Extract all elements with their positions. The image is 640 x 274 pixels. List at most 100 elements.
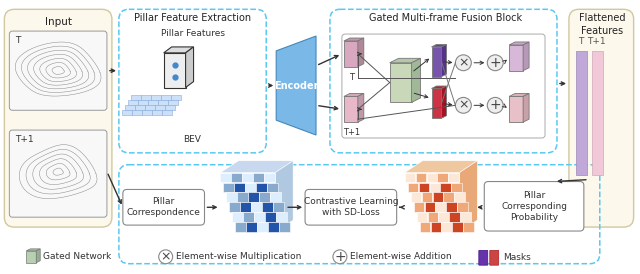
- Polygon shape: [431, 86, 447, 89]
- Circle shape: [456, 97, 471, 113]
- Polygon shape: [256, 182, 267, 192]
- Text: Pillar
Corresponding
Probability: Pillar Corresponding Probability: [501, 191, 567, 222]
- Polygon shape: [449, 173, 459, 182]
- Polygon shape: [442, 86, 447, 118]
- Text: +: +: [490, 56, 501, 70]
- FancyBboxPatch shape: [123, 189, 205, 225]
- Polygon shape: [161, 95, 171, 100]
- Polygon shape: [151, 95, 161, 100]
- Polygon shape: [523, 93, 529, 122]
- Polygon shape: [131, 95, 141, 100]
- Polygon shape: [268, 222, 278, 232]
- Text: ×: ×: [161, 250, 171, 263]
- Polygon shape: [142, 110, 152, 115]
- Polygon shape: [241, 202, 251, 212]
- Polygon shape: [442, 222, 452, 232]
- Polygon shape: [270, 192, 281, 202]
- Polygon shape: [276, 36, 316, 135]
- Polygon shape: [36, 249, 40, 263]
- Text: Pillar
Correspondence: Pillar Correspondence: [127, 197, 200, 217]
- Polygon shape: [229, 202, 240, 212]
- Polygon shape: [415, 173, 426, 182]
- Polygon shape: [248, 192, 259, 202]
- Polygon shape: [141, 95, 151, 100]
- Text: Element-wise Addition: Element-wise Addition: [350, 252, 451, 261]
- Polygon shape: [420, 222, 430, 232]
- Polygon shape: [509, 96, 523, 122]
- FancyBboxPatch shape: [484, 182, 584, 231]
- Polygon shape: [264, 173, 275, 182]
- Polygon shape: [358, 38, 364, 67]
- Polygon shape: [412, 58, 420, 102]
- Text: T: T: [578, 37, 584, 46]
- Polygon shape: [254, 212, 265, 222]
- Polygon shape: [223, 182, 234, 192]
- Polygon shape: [220, 161, 293, 173]
- Polygon shape: [155, 105, 164, 110]
- Polygon shape: [426, 173, 437, 182]
- Polygon shape: [442, 44, 447, 77]
- Polygon shape: [245, 182, 256, 192]
- Polygon shape: [358, 93, 364, 122]
- Text: +: +: [490, 98, 501, 112]
- Circle shape: [456, 55, 471, 71]
- Polygon shape: [220, 173, 231, 182]
- Polygon shape: [246, 222, 257, 232]
- Polygon shape: [509, 93, 529, 96]
- Polygon shape: [186, 47, 193, 87]
- Polygon shape: [275, 161, 293, 232]
- Polygon shape: [431, 47, 442, 77]
- Polygon shape: [168, 100, 178, 105]
- Polygon shape: [460, 212, 471, 222]
- FancyBboxPatch shape: [569, 9, 634, 227]
- Text: Element-wise Multiplication: Element-wise Multiplication: [175, 252, 301, 261]
- Polygon shape: [428, 212, 438, 222]
- Text: ×: ×: [458, 56, 468, 69]
- Polygon shape: [424, 202, 435, 212]
- Polygon shape: [164, 105, 175, 110]
- Polygon shape: [411, 192, 421, 202]
- Text: Gated Multi-frame Fusion Block: Gated Multi-frame Fusion Block: [369, 13, 522, 23]
- Text: T: T: [349, 73, 355, 82]
- Polygon shape: [429, 182, 440, 192]
- Polygon shape: [279, 222, 290, 232]
- Text: BEV: BEV: [184, 135, 202, 144]
- Polygon shape: [26, 249, 40, 251]
- Polygon shape: [243, 173, 253, 182]
- Polygon shape: [447, 202, 457, 212]
- Polygon shape: [344, 93, 364, 96]
- Polygon shape: [125, 105, 135, 110]
- Polygon shape: [449, 212, 460, 222]
- Polygon shape: [390, 58, 420, 63]
- Polygon shape: [509, 45, 523, 71]
- Polygon shape: [268, 182, 278, 192]
- Polygon shape: [404, 173, 415, 182]
- Polygon shape: [408, 182, 418, 192]
- Polygon shape: [433, 192, 443, 202]
- Polygon shape: [460, 161, 477, 232]
- Polygon shape: [122, 110, 132, 115]
- Polygon shape: [252, 202, 262, 212]
- Polygon shape: [509, 42, 529, 45]
- Polygon shape: [26, 251, 36, 263]
- Polygon shape: [422, 192, 432, 202]
- Text: ×: ×: [458, 99, 468, 112]
- Polygon shape: [576, 51, 587, 175]
- Text: Pillar Feature Extraction: Pillar Feature Extraction: [134, 13, 251, 23]
- Polygon shape: [438, 212, 449, 222]
- Polygon shape: [417, 212, 427, 222]
- Text: Flattened
Features: Flattened Features: [579, 13, 625, 36]
- Polygon shape: [451, 182, 462, 192]
- Polygon shape: [152, 110, 162, 115]
- Polygon shape: [259, 192, 269, 202]
- Polygon shape: [344, 41, 358, 67]
- Polygon shape: [253, 173, 264, 182]
- Polygon shape: [132, 110, 142, 115]
- FancyBboxPatch shape: [490, 250, 499, 265]
- Polygon shape: [344, 38, 364, 41]
- Text: T: T: [15, 36, 20, 45]
- FancyBboxPatch shape: [10, 31, 107, 110]
- Polygon shape: [390, 63, 412, 102]
- Polygon shape: [463, 222, 474, 232]
- Text: T+1: T+1: [15, 135, 34, 144]
